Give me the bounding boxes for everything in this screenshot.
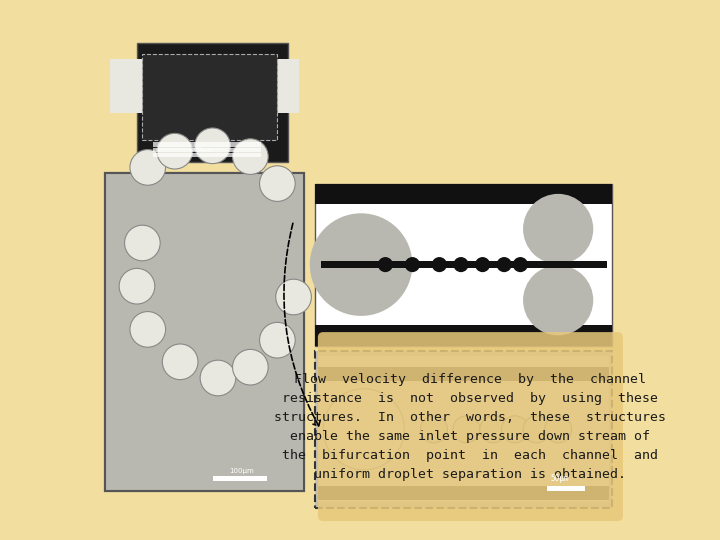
Circle shape xyxy=(497,257,512,272)
Circle shape xyxy=(276,279,311,315)
Text: Flow  velocity  difference  by  the  channel
resistance  is  not  observed  by  : Flow velocity difference by the channel … xyxy=(274,373,667,481)
Text: 300μm: 300μm xyxy=(191,147,213,152)
FancyBboxPatch shape xyxy=(315,351,612,508)
Circle shape xyxy=(162,344,198,380)
FancyBboxPatch shape xyxy=(318,332,623,521)
Circle shape xyxy=(454,257,469,272)
Circle shape xyxy=(259,166,295,201)
Bar xyxy=(318,367,609,381)
Circle shape xyxy=(233,349,268,385)
Circle shape xyxy=(480,416,507,443)
Circle shape xyxy=(119,268,155,304)
Bar xyxy=(153,148,261,152)
Circle shape xyxy=(323,389,404,470)
Text: 100μm: 100μm xyxy=(229,468,253,474)
Circle shape xyxy=(405,257,420,272)
Circle shape xyxy=(194,128,230,164)
Circle shape xyxy=(523,265,593,335)
Bar xyxy=(104,173,305,491)
Circle shape xyxy=(157,133,192,169)
Bar xyxy=(212,476,266,481)
Circle shape xyxy=(420,416,447,443)
Bar xyxy=(315,184,612,346)
Circle shape xyxy=(523,194,593,264)
Circle shape xyxy=(310,213,413,316)
Circle shape xyxy=(523,416,550,443)
Circle shape xyxy=(544,416,572,443)
Text: 50μm: 50μm xyxy=(550,474,569,483)
FancyBboxPatch shape xyxy=(143,54,277,140)
Bar xyxy=(104,173,305,491)
Bar xyxy=(137,43,288,162)
Circle shape xyxy=(259,322,295,358)
Circle shape xyxy=(453,416,480,443)
Bar xyxy=(318,356,609,502)
Circle shape xyxy=(200,360,235,396)
Bar xyxy=(320,261,607,268)
Circle shape xyxy=(432,257,447,272)
Circle shape xyxy=(475,257,490,272)
Circle shape xyxy=(125,225,160,261)
Bar xyxy=(547,486,585,491)
Bar xyxy=(153,153,261,157)
Circle shape xyxy=(130,150,166,185)
Bar xyxy=(153,142,261,146)
Circle shape xyxy=(378,257,393,272)
Circle shape xyxy=(513,257,528,272)
Bar xyxy=(318,486,609,500)
Circle shape xyxy=(130,312,166,347)
Circle shape xyxy=(233,139,268,174)
Circle shape xyxy=(501,416,528,443)
Bar xyxy=(315,184,612,204)
Bar xyxy=(315,325,612,346)
FancyBboxPatch shape xyxy=(104,173,305,491)
Bar xyxy=(110,59,299,113)
